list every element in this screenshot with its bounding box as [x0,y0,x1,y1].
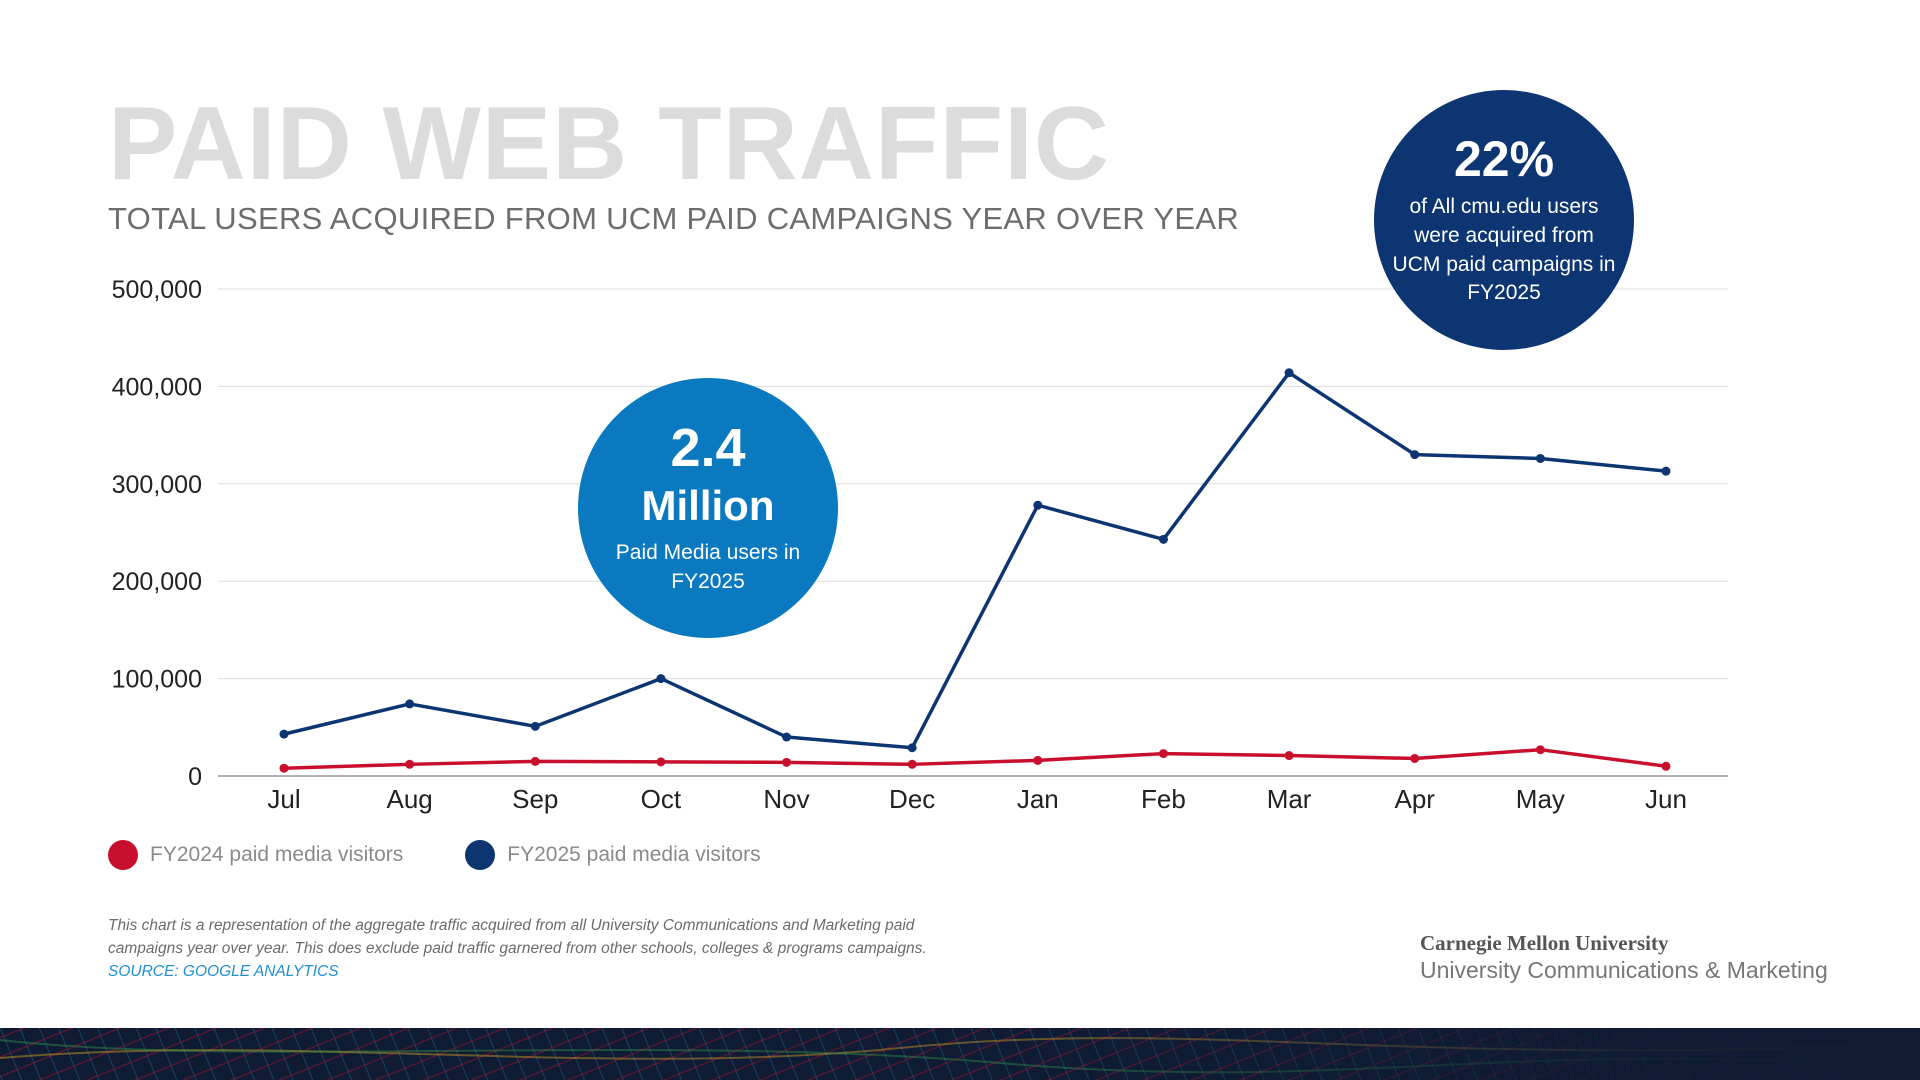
total-users-callout: 2.4 Million Paid Media users in FY2025 [578,378,838,638]
legend-swatch-fy2024 [108,840,138,870]
data-point-fy2025 [530,721,540,731]
data-point-fy2024 [1535,745,1545,755]
share-number: 22% [1453,130,1555,187]
series-line-fy2025 [282,371,1668,750]
legend-item-fy2025: FY2025 paid media visitors [465,840,761,870]
data-point-fy2025 [782,732,792,742]
x-tick-label: Apr [1394,784,1435,814]
legend-label-fy2025: FY2025 paid media visitors [507,843,761,866]
x-tick-label: Dec [889,784,935,814]
data-point-fy2025 [1535,453,1545,463]
x-tick-label: Aug [387,784,433,814]
data-point-fy2024 [279,763,289,773]
data-point-fy2024 [1410,753,1420,763]
data-point-fy2024 [530,756,540,766]
chart-footnote: This chart is a representation of the ag… [108,917,927,958]
legend-swatch-fy2025 [465,840,496,870]
total-users-text: Paid Media users in FY2025 [615,541,801,593]
decorative-footer-band [0,1028,1920,1080]
data-point-fy2024 [1158,749,1168,759]
legend-label-fy2024: FY2024 paid media visitors [150,843,404,866]
y-tick-label: 0 [188,763,202,791]
university-wordmark: Carnegie Mellon University [1420,931,1669,955]
grid-lines [218,288,1728,777]
data-point-fy2025 [405,699,415,709]
data-point-fy2025 [1661,466,1671,476]
series-lines [279,368,1671,773]
x-tick-label: Nov [763,784,809,814]
data-point-fy2025 [1158,534,1168,544]
x-tick-label: Mar [1267,784,1312,814]
page-subtitle: TOTAL USERS ACQUIRED FROM UCM PAID CAMPA… [108,201,1240,236]
data-point-fy2024 [907,759,917,769]
data-point-fy2025 [1410,450,1420,460]
legend-item-fy2024: FY2024 paid media visitors [108,840,403,870]
y-tick-label: 400,000 [112,373,202,401]
chart-legend: FY2024 paid media visitors FY2025 paid m… [108,840,823,870]
page-title: PAID WEB TRAFFIC [108,86,1110,202]
x-tick-label: Jul [267,784,300,814]
y-tick-label: 100,000 [112,666,202,694]
data-point-fy2024 [405,759,415,769]
y-tick-label: 500,000 [112,276,202,304]
data-point-fy2025 [1284,368,1294,378]
x-tick-label: Sep [512,784,558,814]
department-name: University Communications & Marketing [1420,957,1828,983]
data-point-fy2024 [1284,751,1294,761]
data-point-fy2025 [1033,500,1043,510]
x-tick-label: Oct [641,784,682,814]
share-text: of All cmu.edu users were acquired from … [1392,194,1616,305]
share-callout: 22% of All cmu.edu users were acquired f… [1374,90,1634,350]
y-axis-ticks: 0 100,000 200,000 300,000 400,000 500,000 [112,276,202,791]
data-point-fy2025 [279,729,289,739]
total-users-number: 2.4 [670,418,746,479]
source-note: SOURCE: GOOGLE ANALYTICS [108,963,339,980]
data-point-fy2024 [1661,761,1671,771]
y-tick-label: 200,000 [112,568,202,596]
data-point-fy2025 [656,674,666,684]
data-point-fy2024 [656,757,666,767]
x-tick-label: Feb [1141,784,1186,814]
data-point-fy2025 [907,743,917,753]
total-users-unit: Million [641,481,775,529]
x-tick-label: Jan [1017,784,1059,814]
data-point-fy2024 [1033,755,1043,765]
data-point-fy2024 [782,757,792,767]
y-tick-label: 300,000 [112,471,202,499]
x-axis-ticks: Jul Aug Sep Oct Nov Dec Jan Feb Mar Apr May Jun [267,784,1687,814]
x-tick-label: May [1516,784,1565,814]
series-line-fy2024 [282,747,1668,770]
x-tick-label: Jun [1645,784,1687,814]
